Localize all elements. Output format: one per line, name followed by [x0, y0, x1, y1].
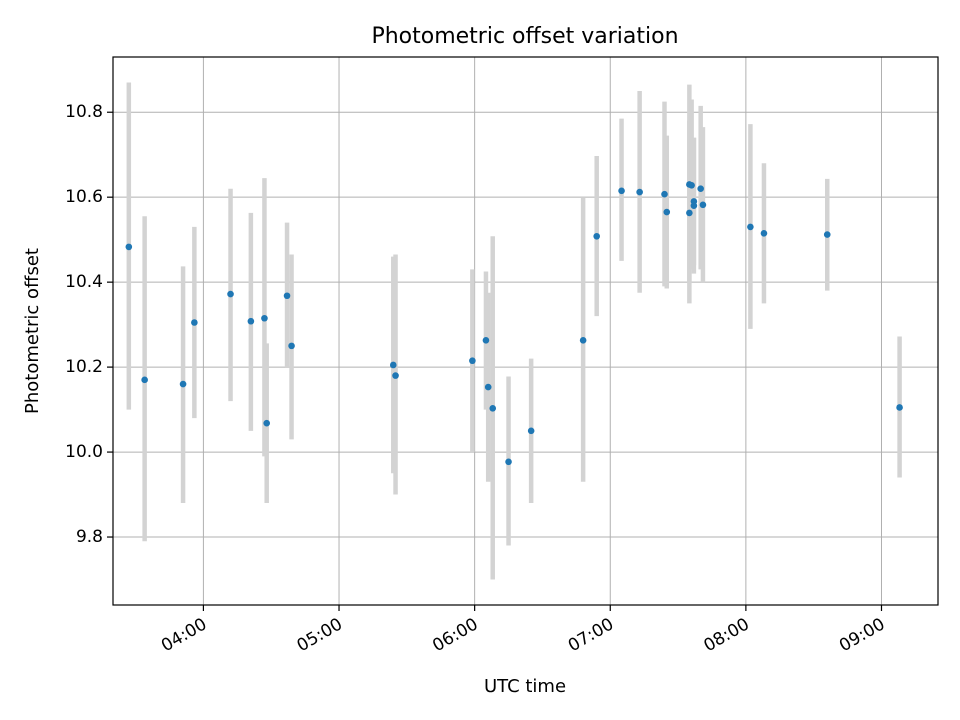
data-point	[261, 314, 268, 322]
data-point	[618, 187, 625, 195]
data-point	[896, 404, 903, 411]
y-tick-label: 10.4	[65, 272, 103, 292]
data-point	[247, 317, 255, 325]
data-point	[699, 201, 707, 209]
data-point	[484, 383, 492, 391]
data-point	[482, 337, 490, 344]
data-point	[636, 188, 643, 196]
data-point	[469, 357, 476, 365]
data-point	[288, 342, 295, 350]
data-point	[227, 290, 234, 298]
data-point	[661, 190, 668, 198]
y-tick-label: 10.8	[65, 102, 103, 122]
y-axis-label: Photometric offset	[22, 248, 43, 414]
y-tick-label: 10.6	[65, 187, 103, 207]
data-point	[263, 419, 270, 427]
y-tick-label: 10.2	[65, 357, 103, 377]
data-point	[579, 337, 587, 344]
y-tick-label: 10.0	[65, 442, 103, 462]
data-point	[283, 292, 291, 300]
data-point	[688, 181, 695, 189]
data-point	[505, 458, 512, 466]
plot-frame	[112, 56, 939, 606]
data-point	[747, 223, 754, 231]
data-point	[760, 229, 768, 237]
x-axis-label: UTC time	[484, 676, 566, 697]
data-point	[686, 209, 693, 217]
y-tick-label: 9.8	[76, 527, 103, 547]
data-point	[823, 231, 831, 238]
data-point	[489, 405, 497, 412]
data-point	[690, 202, 698, 209]
data-point	[179, 380, 187, 388]
data-point	[191, 319, 198, 326]
data-point	[593, 232, 600, 240]
data-point	[389, 361, 397, 369]
data-point	[125, 243, 133, 251]
data-point	[527, 427, 535, 435]
data-point	[663, 208, 671, 216]
data-point	[697, 185, 704, 192]
data-point	[141, 376, 148, 384]
data-point	[392, 372, 399, 379]
chart-title: Photometric offset variation	[371, 24, 678, 49]
data-points	[125, 181, 903, 466]
